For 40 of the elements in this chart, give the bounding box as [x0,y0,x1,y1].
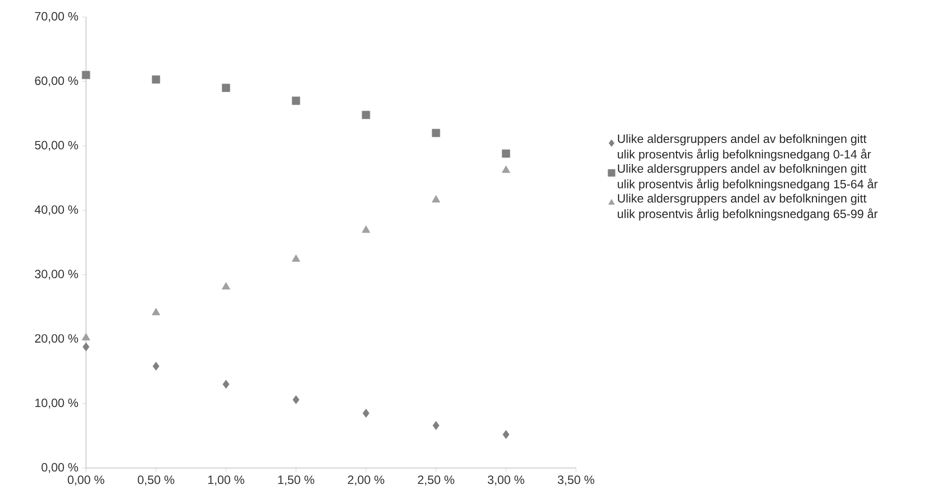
point [152,362,160,371]
point [432,128,440,138]
x-tick-label: 1,00 % [208,476,244,486]
point [362,225,370,233]
point [502,149,510,158]
point [502,166,510,173]
legend-label: Ulike aldersgruppers andel av befolkningen gitt ulik prosentvis årlig befolkningsnedgang 65-99 år [618,194,878,220]
y-tick-label: 30,00 % [34,270,78,280]
y-tick-label: 50,00 % [34,140,78,151]
point [82,70,90,80]
point [82,342,90,352]
point [292,96,300,105]
x-tick-label: 1,50 % [278,476,314,486]
y-tick-label: 0,00 % [42,463,78,473]
x-tick-label: 3,00 % [488,476,524,486]
y-tick-label: 40,00 % [34,205,78,216]
point [502,430,510,439]
point [362,110,370,120]
point [432,421,440,430]
x-tick-label: 3,50 % [558,476,594,486]
x-tick-label: 0,00 % [68,476,104,486]
x-tick-label: 0,50 % [138,476,174,486]
point [292,254,300,262]
point [152,75,160,84]
x-tick-label: 2,00 % [348,476,384,486]
point [222,282,230,290]
y-tick-label: 60,00 % [35,76,78,86]
point [432,195,440,202]
legend-label: Ulike aldersgruppers andel av befolkningen gitt ulik prosentvis årlig befolkningsnedgang 0-14 år [618,134,871,161]
point [362,408,370,418]
y-tick-label: 10,00 % [35,398,78,409]
y-tick-label: 70,00 % [35,12,78,22]
point [82,333,90,340]
y-tick-label: 20,00 % [35,334,78,344]
point [292,395,300,404]
x-tick-label: 2,50 % [418,476,454,486]
legend-label: Ulike aldersgruppers andel av befolkningen gitt ulik prosentvis årlig befolkningsnedgang 15-64 år [618,164,878,191]
point [222,380,230,389]
point [222,84,230,92]
point [152,308,160,316]
